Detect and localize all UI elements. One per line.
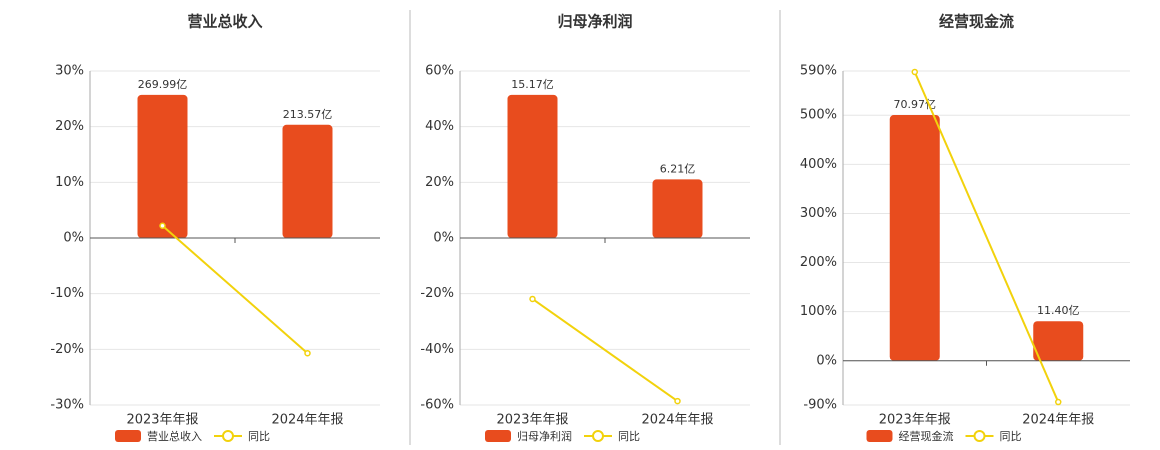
legend-marker	[592, 430, 604, 442]
y-tick-label: 400%	[800, 157, 837, 172]
bar	[1033, 321, 1084, 361]
value-label: 6.21亿	[660, 162, 696, 175]
y-tick-label: 100%	[800, 304, 837, 319]
bar	[889, 115, 940, 361]
legend-marker	[222, 430, 234, 442]
chart-title: 经营现金流	[939, 13, 1014, 31]
chart-title: 归母净利润	[557, 13, 632, 31]
y-tick-label: 40%	[425, 119, 454, 134]
legend-swatch	[866, 430, 893, 442]
x-tick-label: 2024年年报	[641, 413, 713, 428]
y-tick-label: -40%	[420, 342, 454, 357]
x-tick-label: 2024年年报	[271, 413, 343, 428]
point	[159, 222, 166, 230]
legend-swatch	[115, 430, 141, 442]
point	[529, 295, 536, 303]
line	[913, 71, 1060, 403]
y-tick-label: 60%	[425, 64, 454, 79]
legend-marker	[973, 430, 986, 442]
y-tick-label: 590%	[800, 64, 837, 79]
value-label: 11.40亿	[1037, 304, 1080, 317]
legend-label: 经营现金流	[899, 429, 954, 443]
y-tick-label: 0%	[433, 231, 454, 246]
x-tick-label: 2023年年报	[879, 413, 951, 428]
legend-label: 归母净利润	[517, 429, 572, 443]
bar	[652, 179, 703, 238]
y-tick-label: 30%	[55, 64, 84, 79]
y-tick-label: -20%	[420, 286, 454, 301]
y-tick-label: -10%	[50, 286, 84, 301]
point	[911, 68, 918, 76]
x-tick-label: 2024年年报	[1022, 413, 1094, 428]
y-tick-label: 10%	[55, 175, 84, 190]
legend-label: 同比	[1000, 430, 1022, 443]
y-tick-label: 20%	[55, 119, 84, 134]
value-label: 70.97亿	[894, 98, 937, 111]
x-tick-label: 2023年年报	[496, 413, 568, 428]
point	[674, 397, 681, 405]
line	[161, 225, 309, 354]
value-label: 213.57亿	[283, 108, 333, 121]
bar	[137, 94, 188, 238]
line	[531, 298, 679, 402]
legend-label: 同比	[618, 430, 640, 443]
y-tick-label: 0%	[816, 353, 837, 368]
legend-swatch	[485, 430, 511, 442]
point	[1055, 398, 1062, 406]
y-tick-label: 200%	[800, 255, 837, 270]
legend-label: 同比	[248, 430, 270, 443]
y-tick-label: 500%	[800, 108, 837, 123]
bar	[282, 124, 333, 238]
value-label: 269.99亿	[138, 78, 188, 91]
y-tick-label: -60%	[420, 398, 454, 413]
legend-label: 营业总收入	[147, 429, 202, 443]
bar	[507, 94, 558, 238]
y-tick-label: 300%	[800, 206, 837, 221]
chart-title: 营业总收入	[187, 13, 262, 31]
y-tick-label: -30%	[50, 398, 84, 413]
point	[304, 349, 311, 357]
y-tick-label: 0%	[63, 231, 84, 246]
y-tick-label: 20%	[425, 175, 454, 190]
y-tick-label: -90%	[803, 398, 837, 413]
y-tick-label: -20%	[50, 342, 84, 357]
x-tick-label: 2023年年报	[126, 413, 198, 428]
value-label: 15.17亿	[511, 78, 554, 91]
